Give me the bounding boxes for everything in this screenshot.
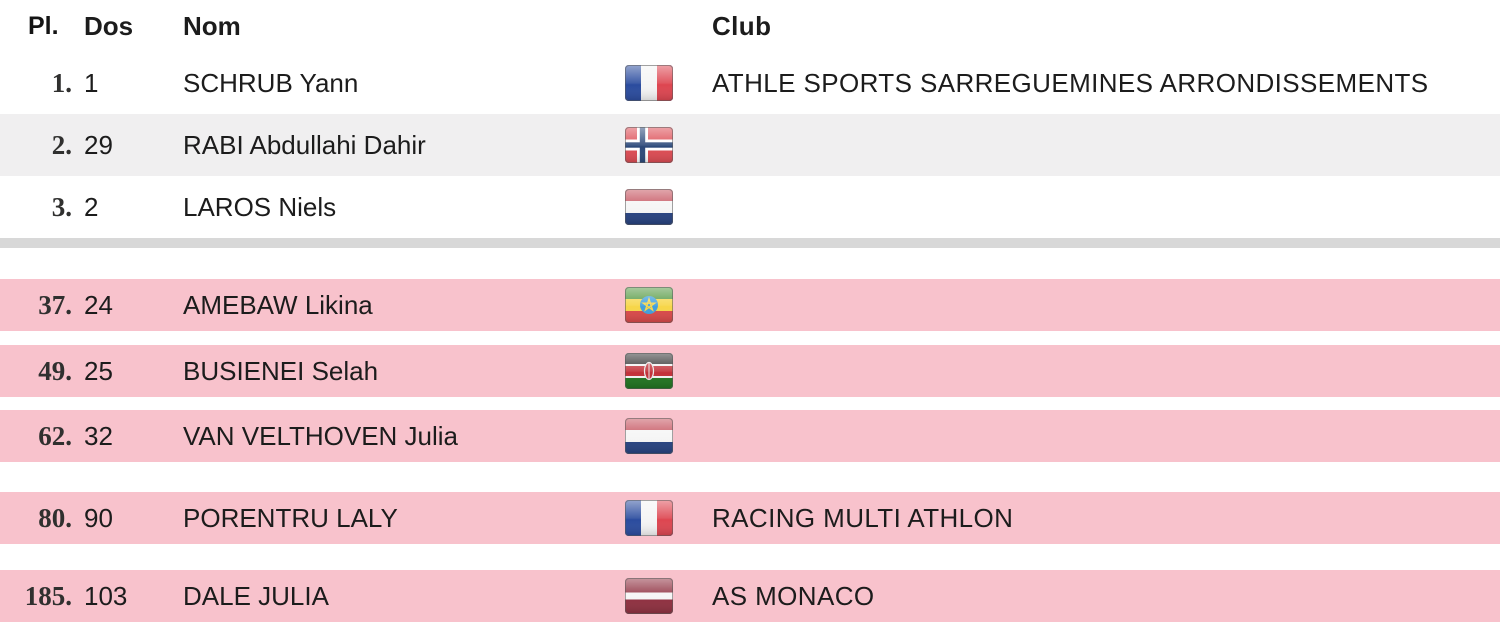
- name-cell: DALE JULIA: [183, 580, 329, 611]
- name-cell: PORENTRU LALY: [183, 502, 398, 533]
- result-row[interactable]: 185. 103 DALE JULIA AS MONACO: [0, 570, 1500, 622]
- result-row[interactable]: 37. 24 AMEBAW Likina: [0, 279, 1500, 331]
- leaders-section: 1. 1 SCHRUB Yann ATHLE SPORTS SARREGUEMI…: [0, 52, 1500, 238]
- france-flag-icon: [625, 65, 673, 101]
- result-row[interactable]: 1. 1 SCHRUB Yann ATHLE SPORTS SARREGUEMI…: [0, 52, 1500, 114]
- club-cell: ATHLE SPORTS SARREGUEMINES ARRONDISSEMEN…: [712, 67, 1429, 98]
- flag-cell: [625, 500, 712, 536]
- header-club: Club: [712, 10, 772, 41]
- latvia-flag-icon: [625, 578, 673, 614]
- flag-cell: [625, 287, 712, 323]
- bib-cell: 2: [84, 191, 99, 222]
- place-cell: 62.: [38, 420, 72, 451]
- france-flag-icon: [625, 500, 673, 536]
- club-cell: AS MONACO: [712, 580, 875, 611]
- result-row[interactable]: 80. 90 PORENTRU LALY RACING MULTI ATHLON: [0, 492, 1500, 544]
- name-cell: VAN VELTHOVEN Julia: [183, 420, 459, 451]
- result-row[interactable]: 2. 29 RABI Abdullahi Dahir: [0, 114, 1500, 176]
- bib-cell: 25: [84, 355, 113, 386]
- header-name: Nom: [183, 10, 241, 41]
- bib-cell: 29: [84, 129, 113, 160]
- place-cell: 80.: [38, 502, 72, 533]
- place-cell: 2.: [51, 129, 72, 160]
- flag-cell: [625, 65, 712, 101]
- ethiopia-flag-icon: [625, 287, 673, 323]
- bib-cell: 24: [84, 289, 113, 320]
- place-cell: 3.: [51, 191, 72, 222]
- name-cell: AMEBAW Likina: [183, 289, 373, 320]
- name-cell: BUSIENEI Selah: [183, 355, 379, 386]
- place-cell: 37.: [38, 289, 72, 320]
- place-cell: 1.: [51, 67, 72, 98]
- result-row[interactable]: 62. 32 VAN VELTHOVEN Julia: [0, 410, 1500, 462]
- name-cell: LAROS Niels: [183, 191, 337, 222]
- name-cell: SCHRUB Yann: [183, 67, 359, 98]
- flag-cell: [625, 578, 712, 614]
- flag-cell: [625, 418, 712, 454]
- kenya-flag-icon: [625, 353, 673, 389]
- table-header-row: Pl. Dos Nom Club: [0, 0, 1500, 52]
- header-bib: Dos: [84, 10, 134, 41]
- netherlands-flag-icon: [625, 418, 673, 454]
- highlighted-section: 37. 24 AMEBAW Likina 49. 25 BUSIENEI Sel…: [0, 279, 1500, 622]
- bib-cell: 103: [84, 580, 128, 611]
- club-cell: RACING MULTI ATHLON: [712, 502, 1014, 533]
- place-cell: 49.: [38, 355, 72, 386]
- bib-cell: 90: [84, 502, 113, 533]
- result-row[interactable]: 3. 2 LAROS Niels: [0, 176, 1500, 238]
- result-row[interactable]: 49. 25 BUSIENEI Selah: [0, 345, 1500, 397]
- section-separator: [0, 238, 1500, 248]
- netherlands-flag-icon: [625, 189, 673, 225]
- bib-cell: 32: [84, 420, 113, 451]
- name-cell: RABI Abdullahi Dahir: [183, 129, 426, 160]
- bib-cell: 1: [84, 67, 99, 98]
- flag-cell: [625, 127, 712, 163]
- place-cell: 185.: [24, 580, 72, 611]
- header-place: Pl.: [28, 11, 59, 40]
- flag-cell: [625, 189, 712, 225]
- flag-cell: [625, 353, 712, 389]
- norway-flag-icon: [625, 127, 673, 163]
